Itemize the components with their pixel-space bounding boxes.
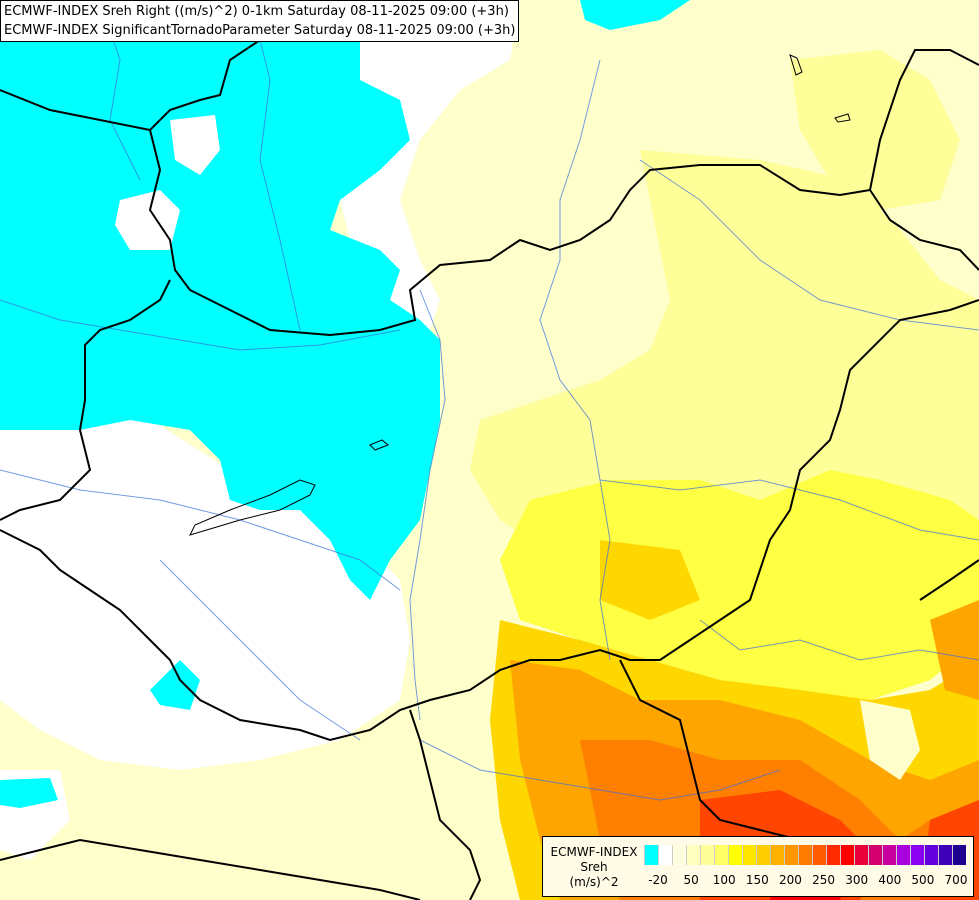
legend-swatch [812,845,826,865]
map-title-line-1: ECMWF-INDEX Sreh Right ((m/s)^2) 0-1km S… [4,4,509,19]
map-title-box: ECMWF-INDEX Sreh Right ((m/s)^2) 0-1km S… [0,0,520,42]
field-white-region [860,700,920,780]
field-cyan-region [150,660,200,710]
legend-swatch [798,845,812,865]
legend-swatch [784,845,798,865]
legend-swatch [882,845,896,865]
legend-tick-label: 300 [845,873,869,887]
field-light-yellow-region [790,50,960,210]
field-cyan-region [580,0,690,30]
legend-tick-label: -20 [648,873,668,887]
color-legend: ECMWF-INDEX Sreh (m/s)^2 -20 50 100 150 200 2… [542,836,974,897]
legend-swatch [938,845,952,865]
field-cyan-region [0,778,58,808]
legend-swatch [658,845,672,865]
legend-swatch [756,845,770,865]
legend-model: ECMWF-INDEX [550,845,638,859]
legend-swatch [826,845,840,865]
field-white-region [330,0,520,330]
map-title-line-2: ECMWF-INDEX SignificantTornadoParameter … [4,23,516,38]
legend-swatch [728,845,742,865]
legend-swatch [672,845,686,865]
field-cyan-region [115,190,180,250]
legend-unit: (m/s)^2 [569,875,619,889]
legend-swatch [924,845,938,865]
lake-outline [369,439,389,451]
legend-swatch [840,845,854,865]
field-cyan-region [170,115,220,175]
legend-tick-label: 200 [778,873,802,887]
legend-swatch [770,845,784,865]
legend-swatch [644,845,658,865]
legend-tick-label: 150 [745,873,769,887]
legend-swatch [896,845,910,865]
legend-param: Sreh [580,860,608,874]
legend-title: ECMWF-INDEX Sreh (m/s)^2 [549,845,639,890]
country-borders [0,29,979,900]
legend-swatch [952,845,966,865]
legend-color-scale [644,845,966,865]
field-yellow-region [500,470,979,700]
lake-balaton [189,479,316,536]
legend-swatch [714,845,728,865]
lake-outline [834,113,851,123]
legend-swatch [700,845,714,865]
field-orange-region [930,600,979,700]
legend-swatch [868,845,882,865]
river-network [0,0,979,801]
legend-swatch [686,845,700,865]
legend-tick-label: 50 [683,873,699,887]
legend-swatch [854,845,868,865]
legend-tick-labels: -20 50 100 150 200 250 300 400 500 700 [644,873,969,889]
field-cyan-region [0,0,440,600]
legend-tick-label: 500 [911,873,935,887]
lake-outline [789,54,803,76]
legend-tick-label: 700 [944,873,968,887]
legend-tick-label: 100 [712,873,736,887]
legend-tick-label: 400 [878,873,902,887]
legend-tick-label: 250 [812,873,835,887]
field-gold-region [600,540,700,620]
legend-swatch [910,845,924,865]
legend-swatch [742,845,756,865]
